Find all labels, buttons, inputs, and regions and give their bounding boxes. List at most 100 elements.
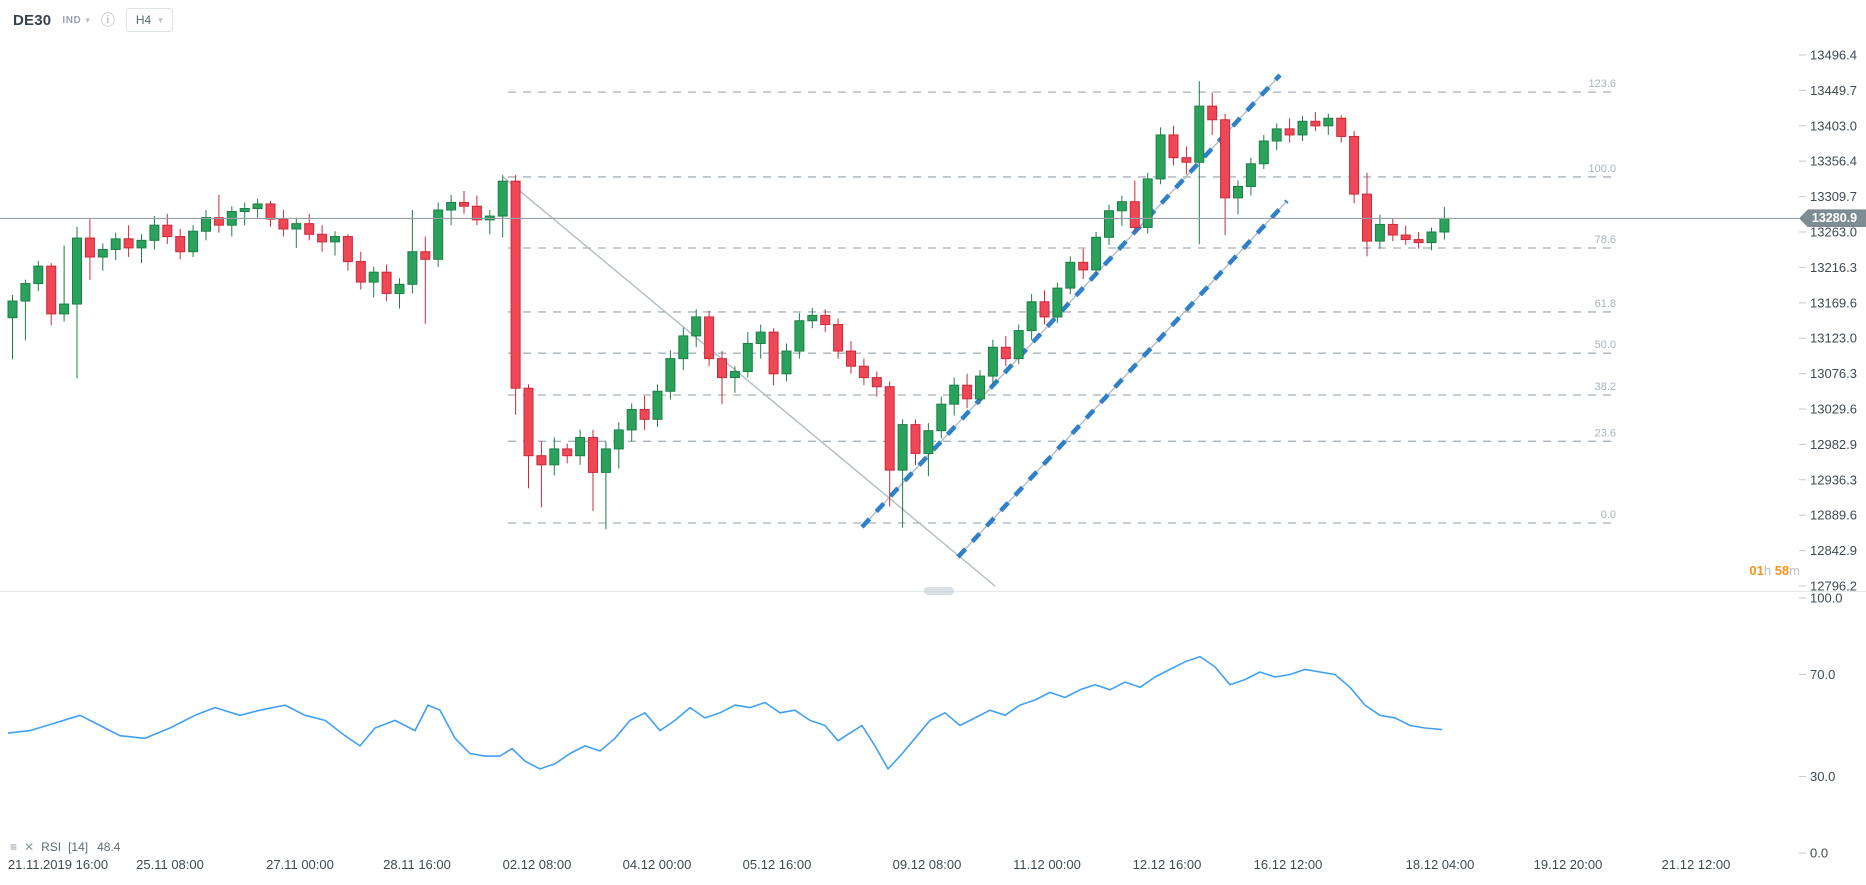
candle bbox=[1387, 218, 1398, 242]
time-axis-label: 16.12 12:00 bbox=[1254, 857, 1323, 872]
rsi-axis[interactable]: 100.0 70.0 30.0 0.0 bbox=[1799, 591, 1843, 861]
candle bbox=[523, 384, 534, 489]
candle bbox=[72, 226, 82, 379]
instrument-type-dropdown[interactable]: IND ▾ bbox=[62, 15, 90, 26]
candle bbox=[213, 194, 224, 233]
candle bbox=[820, 309, 831, 333]
candle bbox=[949, 377, 960, 416]
info-icon[interactable]: ⓘ bbox=[100, 12, 115, 28]
candle bbox=[987, 339, 998, 386]
time-axis-label: 21.11.2019 16:00 bbox=[8, 857, 108, 872]
candle bbox=[1194, 81, 1205, 245]
candle bbox=[175, 228, 186, 260]
price-axis-label: 13449.7 bbox=[1810, 83, 1857, 98]
candle bbox=[549, 437, 560, 476]
candle bbox=[652, 384, 663, 427]
time-axis-label: 09.12 08:00 bbox=[893, 857, 962, 872]
candle bbox=[342, 234, 353, 271]
rsi-value: 48.4 bbox=[97, 840, 121, 854]
candle bbox=[781, 343, 792, 382]
candle bbox=[188, 225, 199, 258]
price-axis-label: 13496.4 bbox=[1810, 48, 1857, 63]
descending-trendline[interactable] bbox=[502, 176, 996, 587]
price-axis-label: 13123.0 bbox=[1810, 331, 1857, 346]
time-axis[interactable]: 21.11.2019 16:00 25.11 08:00 27.11 00:00 28… bbox=[8, 857, 1730, 872]
candle bbox=[742, 332, 753, 378]
rsi-axis-label: 30.0 bbox=[1810, 769, 1835, 784]
candle bbox=[600, 441, 611, 530]
candle bbox=[729, 366, 740, 393]
price-axis-label: 13309.7 bbox=[1810, 189, 1857, 204]
candle bbox=[1078, 248, 1089, 280]
candle bbox=[1168, 125, 1179, 166]
rsi-axis-label: 70.0 bbox=[1810, 667, 1835, 682]
fibonacci-retracement[interactable]: 123.6 100.0 78.6 61.8 50.0 38.2 23.6 0.0 bbox=[508, 78, 1618, 524]
candle bbox=[897, 419, 908, 528]
candle bbox=[1426, 227, 1437, 251]
timeframe-selector[interactable]: H4 ▾ bbox=[125, 8, 173, 32]
candle bbox=[1116, 195, 1127, 226]
candle bbox=[265, 200, 276, 227]
candle bbox=[613, 422, 624, 469]
candle bbox=[355, 251, 366, 290]
candle bbox=[226, 206, 237, 237]
candle bbox=[7, 294, 18, 360]
candle bbox=[884, 381, 895, 507]
candle bbox=[626, 403, 637, 442]
candle bbox=[304, 213, 315, 241]
candle bbox=[1362, 172, 1372, 257]
channel-lower-line[interactable] bbox=[956, 199, 1289, 559]
chevron-down-icon: ▾ bbox=[158, 14, 163, 25]
countdown-hours: 01 bbox=[1749, 563, 1764, 578]
time-axis-label: 11.12 00:00 bbox=[1013, 857, 1081, 872]
candle bbox=[407, 210, 418, 294]
candle bbox=[1181, 146, 1192, 175]
candle bbox=[201, 210, 211, 241]
candle bbox=[575, 429, 586, 465]
rsi-remove-icon[interactable]: ✕ bbox=[24, 840, 35, 854]
countdown-minutes-unit: m bbox=[1789, 563, 1800, 578]
candle bbox=[1413, 232, 1424, 249]
candle bbox=[1052, 282, 1063, 324]
candle bbox=[1155, 127, 1166, 185]
channel-upper-line[interactable] bbox=[860, 73, 1282, 529]
price-axis-label: 13403.0 bbox=[1810, 118, 1857, 133]
candle bbox=[936, 396, 947, 439]
candle bbox=[97, 243, 108, 271]
fib-level-label: 50.0 bbox=[1595, 339, 1616, 351]
current-price-badge: 13280.9 bbox=[1799, 209, 1866, 228]
candle bbox=[910, 419, 921, 465]
candle bbox=[1142, 172, 1153, 234]
countdown-minutes: 58 bbox=[1774, 563, 1790, 578]
candle bbox=[1039, 290, 1050, 325]
candle bbox=[704, 310, 715, 367]
price-axis-label: 13216.3 bbox=[1810, 260, 1857, 275]
time-axis-label: 05.12 16:00 bbox=[743, 857, 812, 872]
candle bbox=[871, 371, 882, 397]
rsi-name: RSI bbox=[41, 840, 62, 854]
candle bbox=[433, 202, 444, 267]
rsi-settings-icon[interactable]: ≡ bbox=[10, 840, 18, 854]
pane-resize-handle[interactable] bbox=[924, 587, 954, 595]
current-price-value: 13280.9 bbox=[1811, 211, 1858, 226]
candle bbox=[123, 225, 134, 258]
candle bbox=[446, 194, 457, 226]
candle bbox=[149, 216, 160, 250]
candle bbox=[1349, 131, 1360, 204]
candle bbox=[1400, 225, 1411, 245]
price-axis-label: 13169.6 bbox=[1810, 295, 1857, 310]
candle bbox=[1091, 232, 1102, 276]
candle bbox=[1065, 256, 1076, 295]
candle bbox=[1026, 294, 1037, 340]
bar-countdown: 01h 58m bbox=[1749, 563, 1800, 578]
candle bbox=[59, 245, 70, 322]
fib-level-label: 38.2 bbox=[1595, 381, 1616, 393]
candle bbox=[794, 313, 805, 359]
time-axis-label: 27.11 00:00 bbox=[266, 857, 334, 872]
price-axis[interactable]: 13496.4 13449.7 13403.0 13356.4 13309.7 13263… bbox=[1799, 48, 1857, 594]
candle bbox=[20, 279, 31, 341]
candle bbox=[962, 373, 973, 408]
instrument-type-label: IND bbox=[62, 14, 82, 26]
